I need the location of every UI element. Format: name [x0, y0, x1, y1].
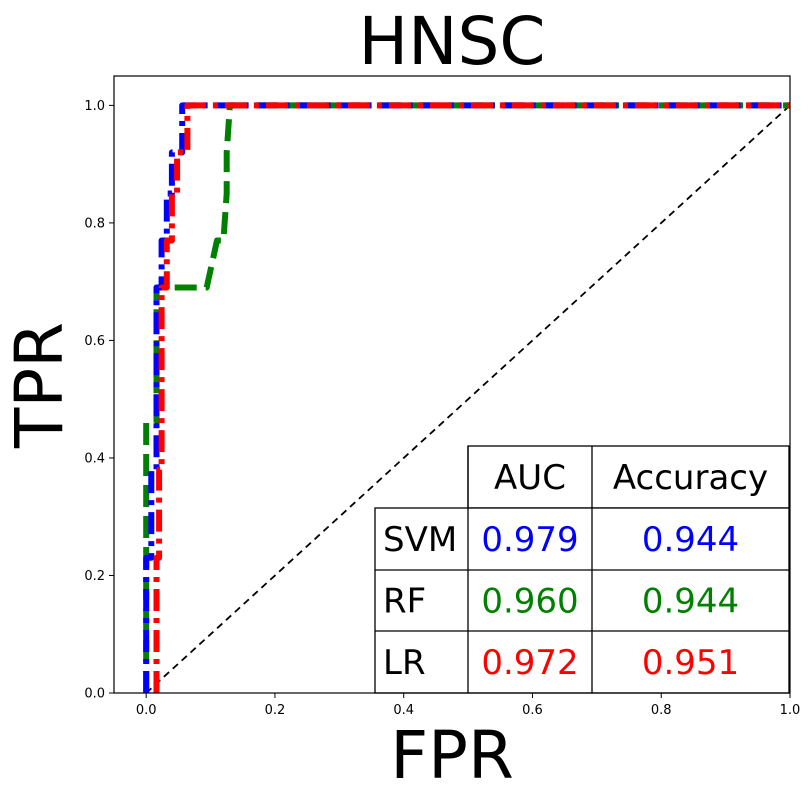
- table-row-label: RF: [383, 582, 426, 622]
- x-axis-label: FPR: [390, 717, 514, 794]
- x-tick-label: 0.8: [651, 703, 672, 718]
- table-accuracy-value: 0.944: [642, 582, 739, 622]
- y-tick-label: 0.4: [84, 451, 105, 466]
- y-tick-label: 0.2: [84, 569, 105, 584]
- x-tick-label: 0.0: [136, 703, 157, 718]
- table-column-header: AUC: [494, 458, 566, 498]
- y-tick-label: 1.0: [84, 99, 105, 114]
- table-auc-value: 0.972: [481, 643, 578, 683]
- x-tick-label: 0.2: [265, 703, 286, 718]
- y-tick-label: 0.0: [84, 687, 105, 702]
- table-accuracy-value: 0.944: [642, 520, 739, 560]
- plot-frame: [113, 75, 791, 694]
- table-auc-value: 0.960: [481, 582, 578, 622]
- table-body-bg: [374, 507, 790, 694]
- series-line-chance: [145, 104, 790, 693]
- x-tick-label: 0.6: [522, 703, 543, 718]
- table-column-header: Accuracy: [613, 458, 768, 498]
- table-row-label: LR: [383, 643, 426, 683]
- series-line-lr: [153, 102, 790, 693]
- series-layer: [143, 102, 790, 693]
- table-accuracy-value: 0.951: [642, 643, 739, 683]
- x-tick-label: 1.0: [780, 703, 801, 718]
- tick-layer: 0.0 0.2 0.4 0.6 0.8 1.0 0.0 0.2 0.4 0.6 0.8 1.0: [84, 99, 800, 718]
- y-axis-label: TPR: [1, 322, 78, 449]
- x-tick-label: 0.4: [393, 703, 414, 718]
- y-tick-label: 0.6: [84, 334, 105, 349]
- table-auc-value: 0.979: [481, 520, 578, 560]
- series-line-svm: [143, 102, 790, 693]
- metrics-table: AUC Accuracy SVM 0.979 0.944 RF 0.960 0.944 LR 0.…: [374, 445, 790, 694]
- table-row-label: SVM: [383, 520, 457, 560]
- y-tick-label: 0.8: [84, 216, 105, 231]
- chart-title: HNSC: [359, 3, 546, 80]
